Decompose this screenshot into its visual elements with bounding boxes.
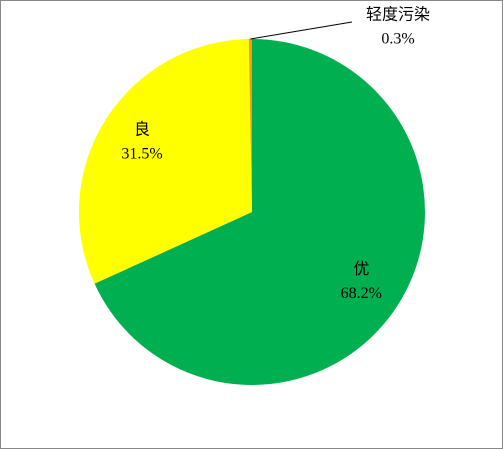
- slice-label: 优: [353, 260, 369, 278]
- slice-value-label: 31.5%: [121, 145, 162, 162]
- leader-line: [250, 21, 353, 40]
- slice-label: 良: [134, 120, 150, 138]
- slice-value-label: 0.3%: [381, 31, 414, 48]
- slice-label: 轻度污染: [366, 6, 430, 24]
- slice-value-label: 68.2%: [341, 285, 382, 302]
- pie-slice: [78, 39, 252, 284]
- pie-slice: [248, 39, 252, 212]
- pie-slice: [94, 39, 425, 385]
